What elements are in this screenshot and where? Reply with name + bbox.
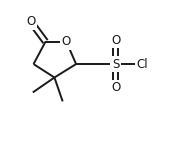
Text: O: O [26, 15, 35, 28]
Text: Cl: Cl [137, 58, 148, 71]
Text: O: O [111, 34, 120, 47]
Text: O: O [111, 81, 120, 94]
Text: O: O [62, 35, 71, 48]
Text: S: S [112, 58, 119, 71]
